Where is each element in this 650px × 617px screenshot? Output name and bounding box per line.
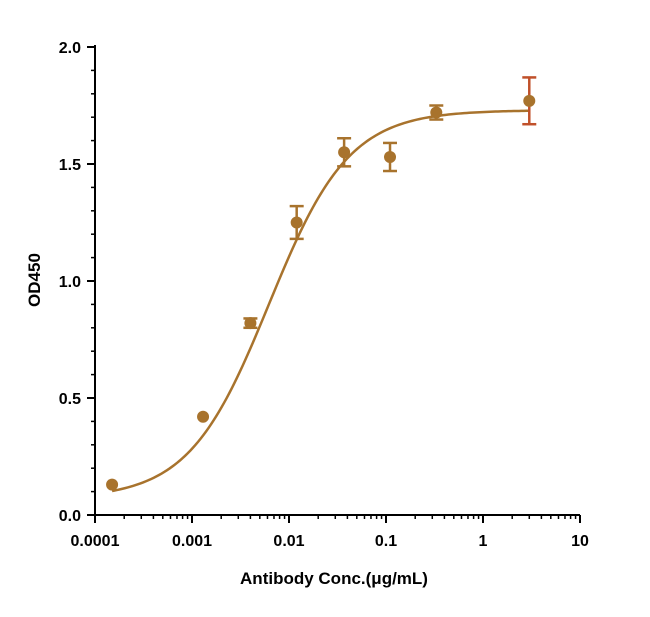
fit-curve [111,109,530,493]
x-tick-label: 1 [479,533,488,550]
data-point [290,216,303,229]
x-tick-label: 0.1 [375,533,397,550]
x-tick-label: 10 [571,533,589,550]
x-axis-title: Antibody Conc.(μg/mL) [240,569,428,588]
data-point [523,94,536,107]
y-tick-label: 0.0 [59,508,81,525]
fit-curve-layer [111,109,530,493]
data-point [106,478,119,491]
x-tick-label: 0.0001 [71,533,120,550]
axis-ticks: 0.0 0.5 1.0 1.5 2.0 0.0001 0.001 0.01 0.1 1 10 [59,40,589,550]
y-axis-title: OD450 [25,253,44,307]
x-tick-label: 0.001 [172,533,212,550]
y-tick-label: 1.5 [59,157,81,174]
y-tick-label: 0.5 [59,391,81,408]
data-point [430,106,443,119]
data-points-layer [106,76,537,491]
x-tick-label: 0.01 [273,533,304,550]
axes [94,45,580,516]
data-point [197,410,210,423]
data-point [244,317,257,330]
data-point [384,150,397,163]
y-tick-label: 1.0 [59,274,81,291]
data-point [338,146,351,159]
y-tick-label: 2.0 [59,40,81,57]
